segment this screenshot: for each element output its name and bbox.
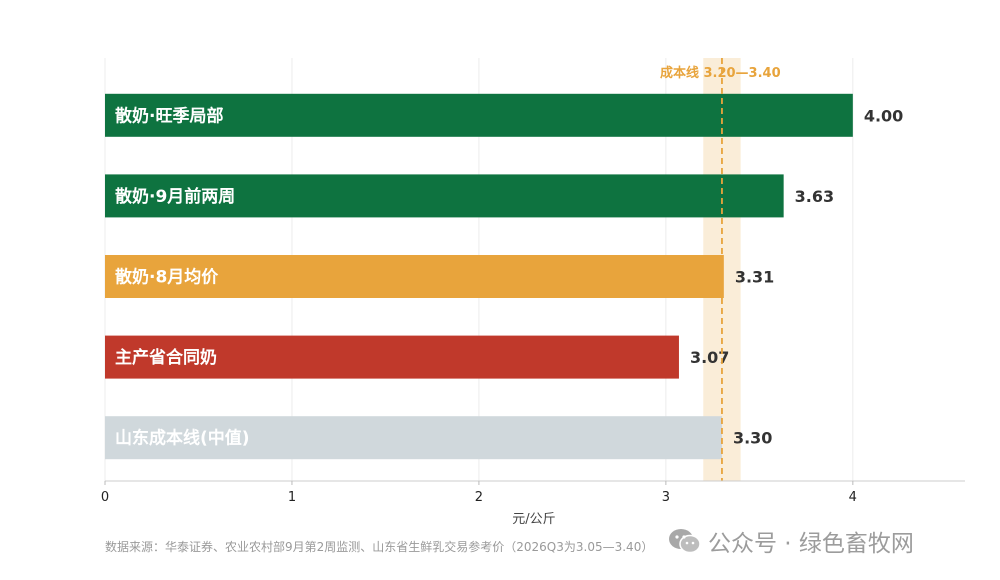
value-label-4: 3.30: [733, 429, 772, 448]
bar-label-3: 主产省合同奶: [115, 347, 217, 368]
x-tick-label-2: 2: [475, 490, 483, 505]
watermark-text: 公众号 · 绿色畜牧网: [708, 531, 914, 557]
x-tick-label-0: 0: [101, 490, 109, 505]
bar-4: [105, 416, 722, 460]
bar-3: [105, 335, 679, 379]
source-note: 数据来源：华泰证券、农业农村部9月第2周监测、山东省生鲜乳交易参考价（2026Q…: [105, 540, 654, 554]
x-tick-label-3: 3: [662, 490, 670, 505]
bar-label-0: 散奶·旺季局部: [115, 105, 223, 126]
value-label-3: 3.07: [690, 348, 729, 367]
x-axis-title: 元/公斤: [512, 512, 555, 527]
bar-2: [105, 255, 724, 298]
value-label-1: 3.63: [795, 187, 834, 206]
bar-0: [105, 93, 853, 137]
value-label-2: 3.31: [735, 268, 774, 287]
x-tick-label-4: 4: [849, 490, 857, 505]
bar-1: [105, 174, 784, 218]
cost-band-label: 成本线 3.20—3.40: [660, 65, 781, 81]
x-tick-label-1: 1: [288, 490, 296, 505]
value-label-0: 4.00: [864, 106, 903, 125]
wechat-icon: [669, 529, 701, 554]
watermark: 公众号 · 绿色畜牧网: [668, 524, 914, 558]
bar-label-2: 散奶·8月均价: [115, 267, 219, 288]
bar-label-1: 散奶·9月前两周: [115, 186, 235, 207]
bar-label-4: 山东成本线(中值): [115, 428, 250, 449]
